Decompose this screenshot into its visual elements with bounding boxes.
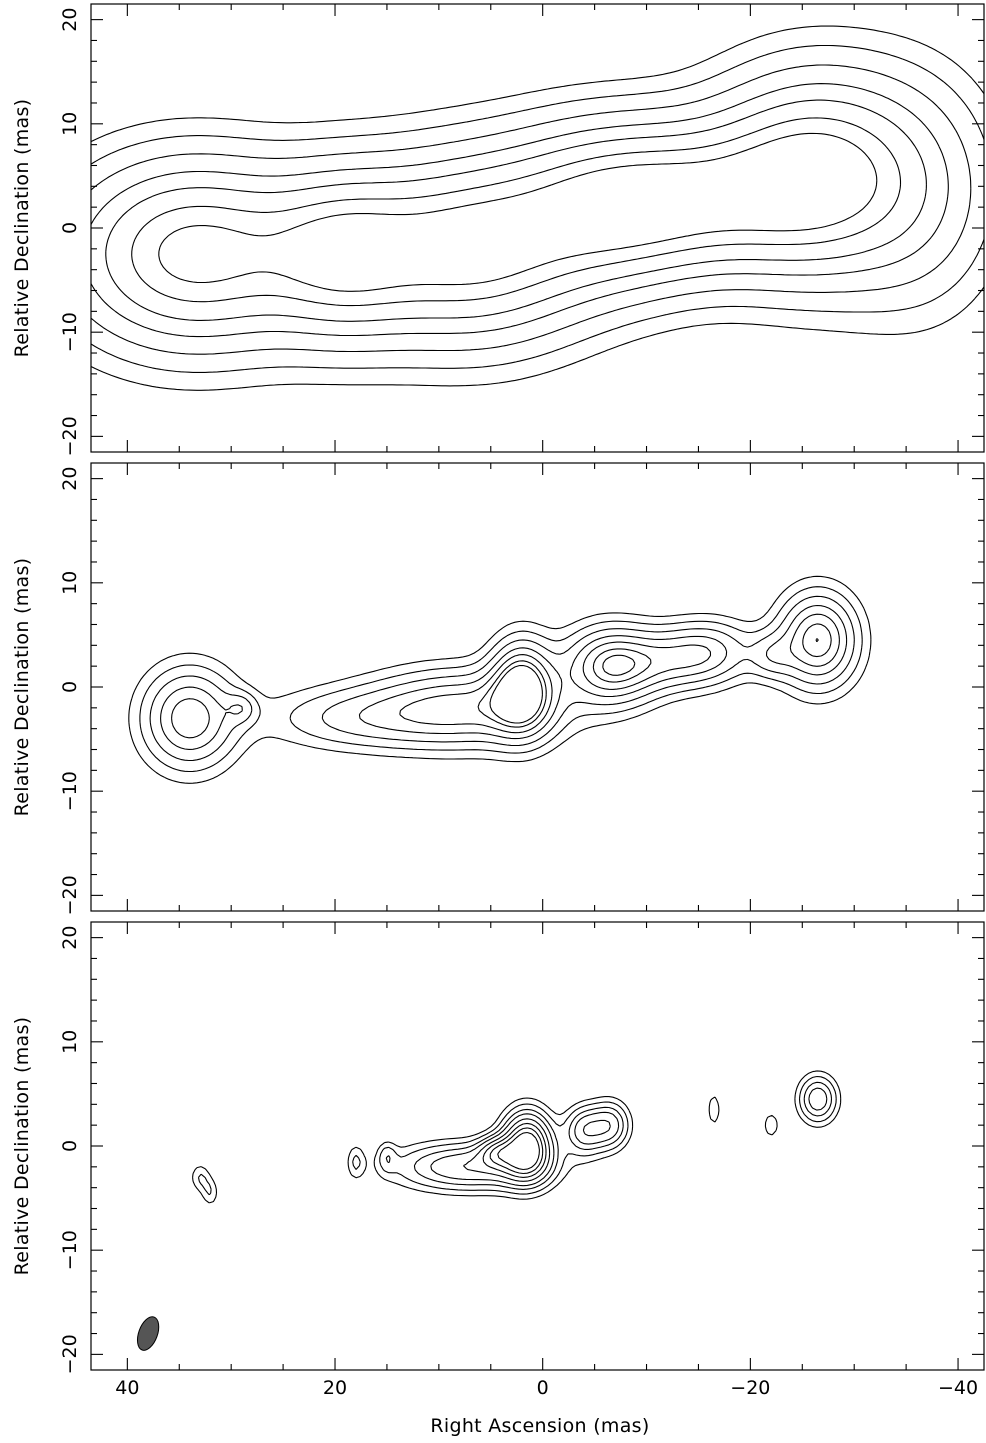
y-tick-label: 20: [59, 8, 81, 32]
panel-middle-ylabel: Relative Declination (mas): [11, 558, 33, 817]
y-tick-label: 20: [59, 467, 81, 491]
y-tick-label: 0: [59, 681, 81, 693]
y-tick-label: −20: [59, 875, 81, 915]
contour-level-5: [171, 613, 840, 739]
panel-top-contours: [91, 25, 984, 391]
contour-level-4: [91, 83, 949, 338]
y-tick-label: 10: [59, 571, 81, 595]
contour-level-3: [385, 1081, 833, 1190]
panel-bottom-ylabel: Relative Declination (mas): [11, 1017, 33, 1276]
panel-middle: 20 10 0 −10 −20 Relative Declination (mas): [11, 462, 985, 916]
contour-level-7: [489, 638, 819, 724]
contour-level-1: [91, 25, 984, 391]
contour-level-6: [477, 623, 832, 728]
x-tick-label: 0: [537, 1377, 549, 1399]
contour-level-2: [91, 44, 984, 373]
contour-level-7: [489, 1127, 544, 1175]
panel-middle-ticks: [91, 463, 984, 911]
panel-top-ytick-labels: 20 10 0 −10 −20: [59, 8, 81, 457]
contour-level-5: [105, 99, 927, 322]
y-tick-label: −20: [59, 1334, 81, 1374]
panel-bottom-contours: [192, 1070, 842, 1204]
panel-bottom-beam: [136, 1316, 160, 1351]
panel-bottom-ticks: [91, 922, 984, 1370]
panel-middle-contours: [128, 575, 872, 784]
x-tick-label: 20: [323, 1377, 347, 1399]
y-tick-label: −10: [59, 312, 81, 352]
panel-bottom: 20 10 0 −10 −20 40 20 0 −20 −40 Relative Declina…: [11, 921, 985, 1437]
contour-level-8: [497, 1131, 540, 1171]
panel-bottom-frame: [90, 921, 985, 1371]
x-axis-title: Right Ascension (mas): [430, 1415, 649, 1437]
y-tick-label: 0: [59, 222, 81, 234]
y-tick-label: −10: [59, 1230, 81, 1270]
contour-level-2: [197, 1075, 837, 1196]
contour-level-5: [463, 1118, 611, 1182]
panel-bottom-ytick-labels: 20 10 0 −10 −20: [59, 926, 81, 1375]
restoring-beam-ellipse: [136, 1316, 160, 1351]
y-tick-label: 20: [59, 926, 81, 950]
y-tick-label: 10: [59, 1030, 81, 1054]
x-tick-label: 40: [115, 1377, 139, 1399]
panel-top: 20 10 0 −10 −20 Relative Declination (mas): [11, 3, 985, 457]
contour-level-4: [430, 1087, 828, 1187]
y-tick-label: −20: [59, 416, 81, 456]
contour-level-2: [139, 586, 863, 773]
y-tick-label: −10: [59, 771, 81, 811]
contour-level-6: [482, 1122, 547, 1178]
y-tick-label: 10: [59, 112, 81, 136]
contour-level-6: [131, 117, 902, 307]
contour-level-4: [160, 604, 848, 750]
contour-level-1: [128, 575, 872, 784]
contour-level-3: [149, 595, 855, 762]
contour-level-7: [158, 132, 878, 292]
panel-bottom-xtick-labels: 40 20 0 −20 −40: [115, 1377, 978, 1399]
panel-top-ylabel: Relative Declination (mas): [11, 99, 33, 358]
panel-middle-ytick-labels: 20 10 0 −10 −20: [59, 467, 81, 916]
x-tick-label: −20: [730, 1377, 770, 1399]
y-tick-label: 0: [59, 1140, 81, 1152]
panel-middle-frame: [90, 462, 985, 912]
x-tick-label: −40: [938, 1377, 978, 1399]
contour-level-3: [91, 64, 972, 355]
contour-level-1: [192, 1070, 842, 1204]
